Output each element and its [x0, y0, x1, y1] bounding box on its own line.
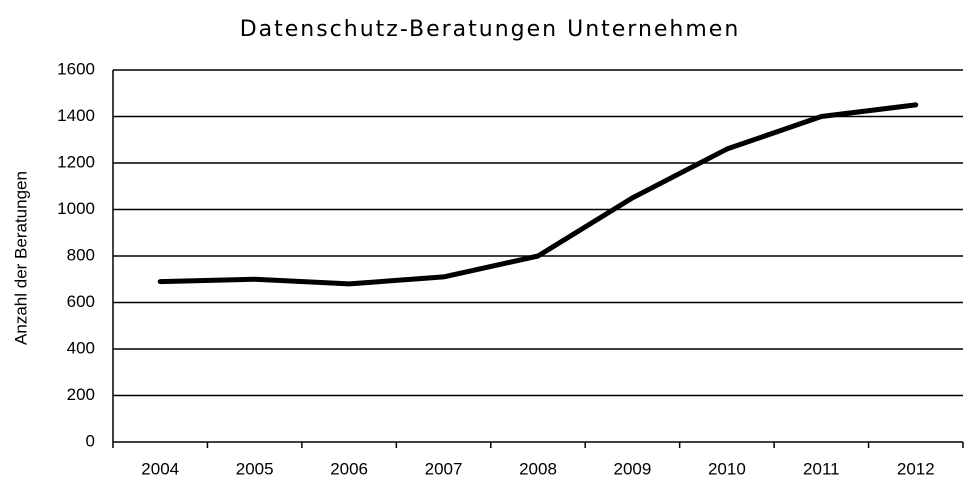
line: [157, 102, 919, 287]
y-tick-label: 1600: [57, 59, 95, 78]
x-tick-label: 2006: [330, 459, 368, 478]
x-tick-label: 2010: [708, 459, 746, 478]
y-tick-label: 800: [67, 245, 95, 264]
y-tick-label: 1200: [57, 152, 95, 171]
x-tick-label: 2012: [897, 459, 935, 478]
x-tick-label: 2007: [425, 459, 463, 478]
x-tick-label: 2005: [236, 459, 274, 478]
y-tick-label: 1400: [57, 106, 95, 125]
x-tick-label: 2008: [519, 459, 557, 478]
x-tick-label: 2004: [141, 459, 179, 478]
y-axis-label: Anzahl der Beratungen: [11, 171, 30, 345]
x-tick-label: 2011: [803, 459, 840, 478]
chart-title: Datenschutz-Beratungen Unternehmen: [240, 17, 741, 42]
y-tick-label: 200: [67, 385, 95, 404]
y-tick-label: 600: [67, 292, 95, 311]
y-tick-label: 1000: [57, 199, 95, 218]
y-tick-label: 0: [86, 431, 95, 450]
x-tick-label: 2009: [614, 459, 652, 478]
y-tick-label: 400: [67, 338, 95, 357]
